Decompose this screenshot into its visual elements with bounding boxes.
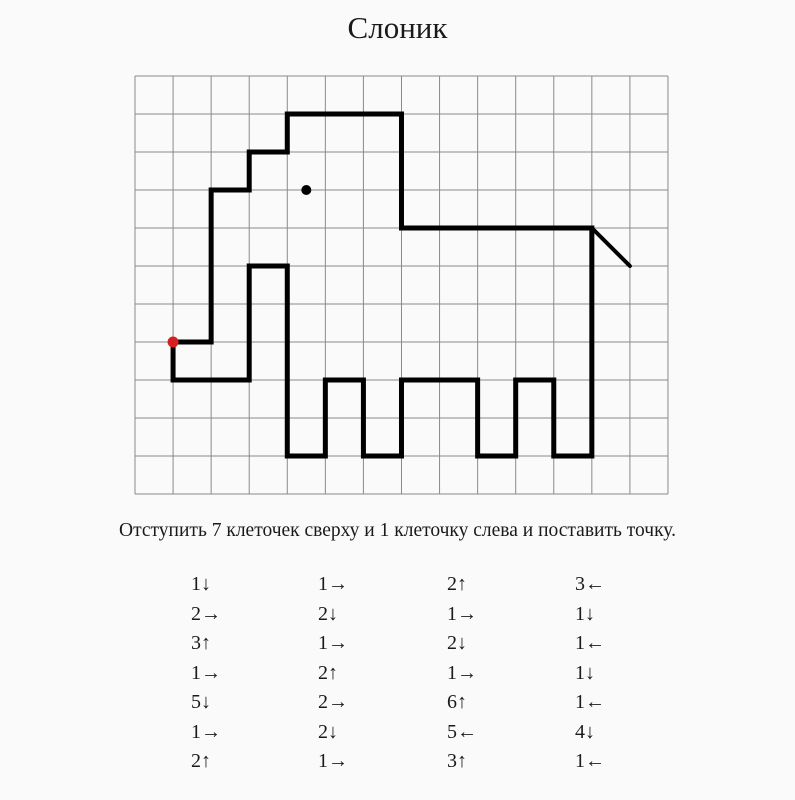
step: 5← <box>447 720 477 743</box>
step: 6↑ <box>447 691 467 713</box>
step: 2↑ <box>191 750 211 772</box>
step: 1→ <box>191 720 221 743</box>
step: 1← <box>575 750 605 772</box>
page-title: Слоник <box>347 10 448 45</box>
step: 1↓ <box>575 602 595 625</box>
step: 2↑ <box>447 573 467 595</box>
elephant-eye <box>301 185 312 195</box>
elephant-outline <box>170 111 595 459</box>
steps-column-3: 2↑ 1→ 2↓ 1→ 6↑ 5← 3↑ <box>447 570 477 777</box>
step: 1↓ <box>575 661 595 684</box>
step: 3↑ <box>447 750 467 772</box>
step: 3← <box>575 573 605 595</box>
step: 1← <box>575 632 605 654</box>
step: 1→ <box>318 632 348 654</box>
step: 2↑ <box>318 661 338 684</box>
step: 1← <box>575 691 605 713</box>
step: 1→ <box>447 602 477 625</box>
step: 2↓ <box>318 602 338 625</box>
steps-column-1: 1↓ 2→ 3↑ 1→ 5↓ 1→ 2↑ <box>191 570 221 777</box>
instruction-text: Отступить 7 клеточек сверху и 1 клеточку… <box>119 520 676 541</box>
step: 2↓ <box>447 632 467 654</box>
step: 1→ <box>447 661 477 684</box>
steps-column-2: 1→ 2↓ 1→ 2↑ 2→ 2↓ 1→ <box>318 570 348 777</box>
step: 2→ <box>191 602 221 625</box>
steps-column-4: 3← 1↓ 1← 1↓ 1← 4↓ 1← <box>575 570 605 777</box>
elephant-tail <box>589 226 632 268</box>
step: 2→ <box>318 691 348 713</box>
step: 4↓ <box>575 720 595 743</box>
step: 5↓ <box>191 691 211 713</box>
drawing-grid <box>134 75 669 495</box>
step: 1→ <box>191 661 221 684</box>
step: 3↑ <box>191 632 211 654</box>
step: 2↓ <box>318 720 338 743</box>
step: 1→ <box>318 750 348 772</box>
step: 1↓ <box>191 573 211 595</box>
start-point <box>167 336 179 348</box>
step: 1→ <box>318 573 348 595</box>
